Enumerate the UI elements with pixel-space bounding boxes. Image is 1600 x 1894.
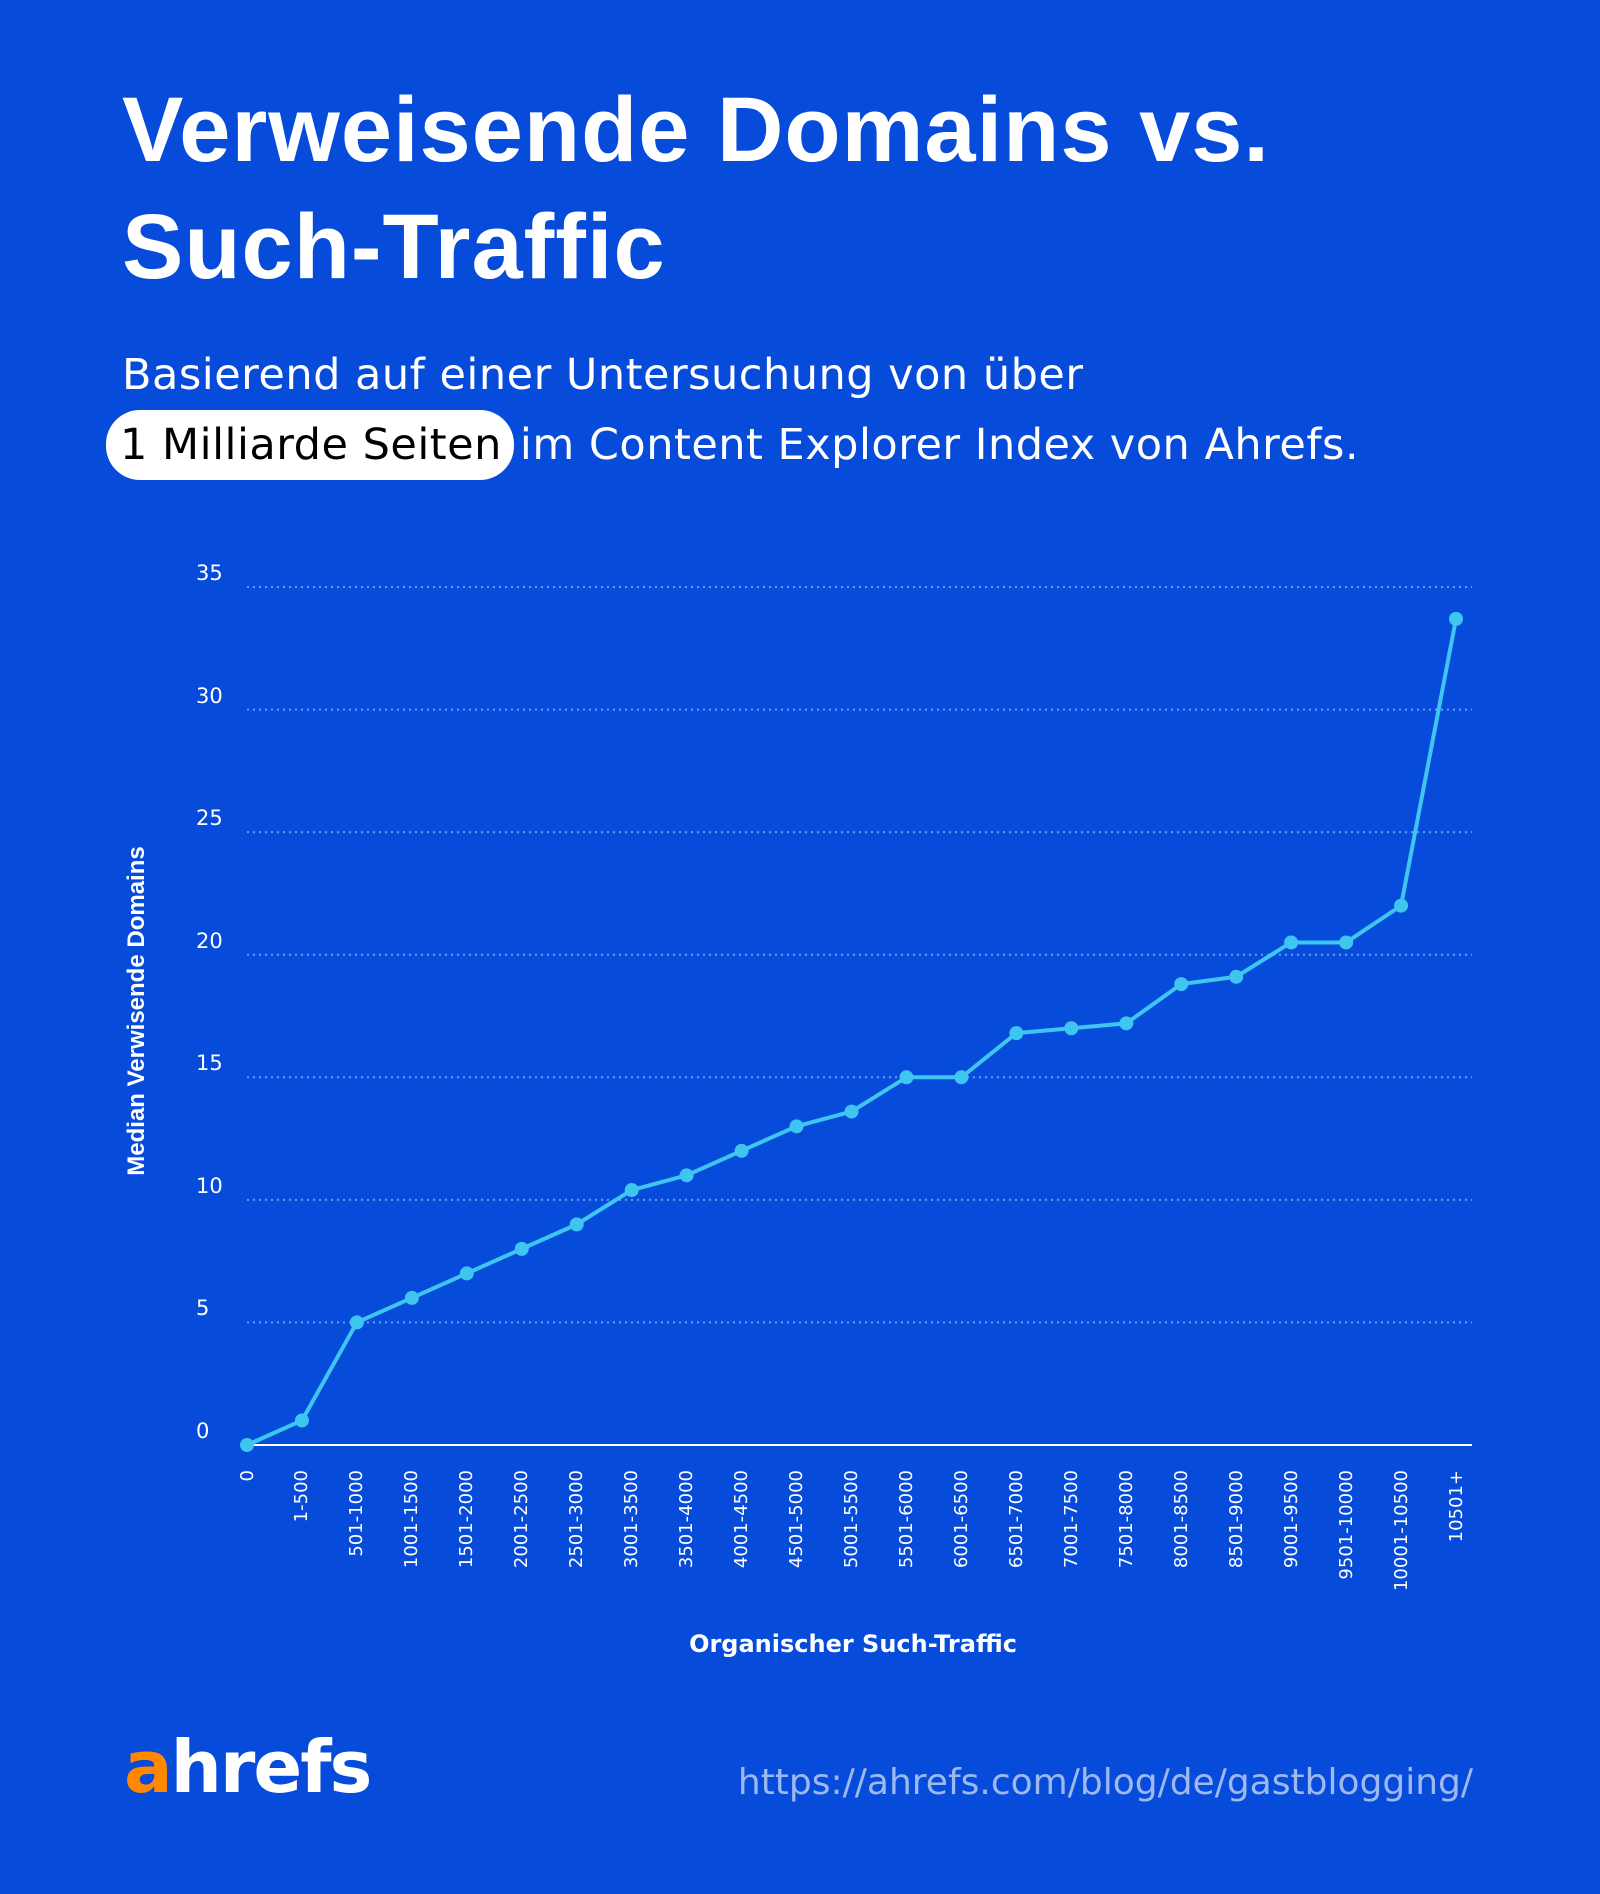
x-tick-label: 1-500 bbox=[291, 1470, 313, 1523]
data-point bbox=[294, 1413, 309, 1428]
subtitle: Basierend auf einer Untersuchung von übe… bbox=[106, 340, 1522, 480]
subtitle-line-2-rest: im Content Explorer Index von Ahrefs. bbox=[519, 420, 1360, 470]
x-tick-label: 1001-1500 bbox=[401, 1470, 423, 1569]
x-tick-label: 6501-7000 bbox=[1005, 1470, 1027, 1569]
x-tick-label: 9001-9500 bbox=[1280, 1470, 1302, 1569]
data-point bbox=[1449, 611, 1463, 626]
y-tick-label: 30 bbox=[196, 683, 223, 708]
x-tick-label: 4501-5000 bbox=[786, 1470, 808, 1569]
x-tick-label: 2501-3000 bbox=[566, 1470, 588, 1569]
x-tick-label: 1501-2000 bbox=[456, 1470, 478, 1569]
data-point bbox=[789, 1119, 804, 1134]
data-line bbox=[246, 618, 1458, 1447]
x-tick-label: 10001-10500 bbox=[1390, 1470, 1412, 1592]
data-point bbox=[569, 1217, 584, 1232]
x-tick-label: 4001-4500 bbox=[731, 1470, 753, 1569]
x-tick-label: 6001-6500 bbox=[950, 1470, 972, 1569]
y-tick-label: 5 bbox=[196, 1296, 210, 1321]
y-tick-label: 15 bbox=[196, 1051, 223, 1076]
x-tick-label: 5501-6000 bbox=[895, 1470, 917, 1569]
x-tick-label: 0 bbox=[236, 1470, 258, 1482]
data-point bbox=[844, 1104, 859, 1119]
x-tick-label: 8501-9000 bbox=[1225, 1470, 1247, 1569]
data-point bbox=[404, 1290, 419, 1305]
source-url: https://ahrefs.com/blog/de/gastblogging/ bbox=[737, 1762, 1473, 1803]
data-point bbox=[1119, 1016, 1134, 1031]
x-tick-label: 7001-7500 bbox=[1060, 1470, 1082, 1569]
ahrefs-logo: ahrefs bbox=[124, 1722, 373, 1812]
x-tick-label: 2001-2500 bbox=[511, 1470, 533, 1569]
data-point bbox=[624, 1183, 639, 1198]
x-tick-label: 9501-10000 bbox=[1335, 1470, 1357, 1580]
x-tick-label: 3001-3500 bbox=[621, 1470, 643, 1569]
title-line-1: Verweisende Domains vs. bbox=[122, 79, 1270, 181]
y-tick-label: 35 bbox=[196, 561, 223, 585]
data-point bbox=[514, 1241, 529, 1256]
data-point bbox=[1284, 935, 1299, 950]
data-point bbox=[459, 1266, 474, 1281]
data-point bbox=[954, 1070, 969, 1085]
y-axis-label: Median Verwisende Domains bbox=[123, 846, 150, 1176]
page-title: Verweisende Domains vs. Such-Traffic bbox=[122, 72, 1422, 306]
subtitle-line-1: Basierend auf einer Untersuchung von übe… bbox=[122, 350, 1084, 400]
data-point bbox=[899, 1070, 914, 1085]
x-tick-label: 8001-8500 bbox=[1170, 1470, 1192, 1569]
data-point bbox=[1009, 1026, 1024, 1041]
logo-rest: hrefs bbox=[170, 1725, 373, 1809]
data-point bbox=[734, 1143, 749, 1158]
data-point bbox=[1339, 935, 1354, 950]
x-tick-label: 501-1000 bbox=[346, 1470, 368, 1557]
y-tick-label: 20 bbox=[196, 928, 223, 953]
title-line-2: Such-Traffic bbox=[122, 196, 666, 298]
subtitle-line-2: 1 Milliarde Seiten im Content Explorer In… bbox=[106, 410, 1522, 480]
data-point bbox=[349, 1315, 364, 1330]
data-point bbox=[1229, 969, 1244, 984]
y-tick-label: 25 bbox=[196, 806, 223, 831]
data-point bbox=[1064, 1021, 1079, 1036]
y-tick-label: 10 bbox=[196, 1173, 223, 1198]
y-tick-label: 0 bbox=[196, 1419, 210, 1443]
x-tick-label: 10501+ bbox=[1445, 1470, 1467, 1543]
x-tick-label: 7501-8000 bbox=[1115, 1470, 1137, 1569]
x-tick-label: 5001-5500 bbox=[841, 1470, 862, 1569]
logo-accent: a bbox=[124, 1725, 173, 1809]
x-axis-label: Organischer Such-Traffic bbox=[689, 1630, 1017, 1658]
data-point bbox=[1174, 977, 1189, 992]
data-point bbox=[240, 1438, 254, 1452]
highlight-pill: 1 Milliarde Seiten bbox=[106, 410, 514, 480]
data-point bbox=[679, 1168, 694, 1183]
data-point bbox=[1394, 898, 1409, 913]
x-tick-label: 3501-4000 bbox=[676, 1470, 698, 1569]
